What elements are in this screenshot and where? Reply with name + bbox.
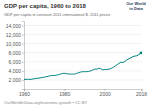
tick: 14,000 <box>6 23 24 29</box>
subtitle: GDP per capita in constant 2011 internat… <box>4 12 110 17</box>
tick-mark <box>22 44 24 45</box>
chart: 2,000 4,000 6,000 8,000 10,000 12,000 14,000 19… <box>0 0 150 106</box>
tick: 1980 <box>59 89 70 97</box>
grid-line <box>24 52 142 53</box>
tick-label: 1960 <box>19 91 30 97</box>
source-note: OurWorldInData.org/economic-growth • CC … <box>4 100 87 105</box>
tick: 2018 <box>136 89 147 97</box>
tick-label: 10,000 <box>6 41 22 47</box>
tick-label: 2,000 <box>8 77 21 83</box>
plot-area <box>24 52 142 80</box>
axis-line <box>25 90 143 92</box>
line <box>24 53 141 80</box>
tick-mark <box>22 80 24 81</box>
tick-label: 2018 <box>136 91 147 97</box>
tick: 2,000 <box>8 77 24 83</box>
logo-text: in Data <box>129 6 143 11</box>
tick-mark <box>22 71 24 72</box>
grid-line <box>24 25 142 26</box>
grid-line <box>24 34 142 35</box>
tick-label: 4,000 <box>8 68 21 74</box>
grid-line <box>24 43 142 44</box>
tick-label: 2000 <box>100 91 111 97</box>
title: GDP per capita, 1960 to 2018 <box>4 3 87 9</box>
tick-mark <box>22 26 24 27</box>
tick-mark <box>22 62 24 63</box>
tick-label: 12,000 <box>6 32 22 38</box>
tick-mark <box>22 35 24 36</box>
tick: 4,000 <box>8 68 24 74</box>
tick: 1960 <box>19 89 30 97</box>
y-axis: 2,000 4,000 6,000 8,000 10,000 12,000 14,000 <box>6 22 25 90</box>
tick-label: 8,000 <box>8 50 21 56</box>
grid <box>24 26 142 80</box>
tick: 6,000 <box>8 59 24 65</box>
tick: 12,000 <box>6 32 24 38</box>
end-dot <box>140 52 142 55</box>
tick-label: 14,000 <box>6 23 22 29</box>
tick: 8,000 <box>8 50 24 56</box>
x-axis: 1960 1980 2000 2018 <box>19 89 147 97</box>
grid-line <box>24 79 142 80</box>
tick: 10,000 <box>6 41 24 47</box>
tick-label: 6,000 <box>8 59 21 65</box>
tick-label: 1980 <box>59 91 70 97</box>
tick-mark <box>22 53 24 54</box>
tick: 2000 <box>100 89 111 97</box>
